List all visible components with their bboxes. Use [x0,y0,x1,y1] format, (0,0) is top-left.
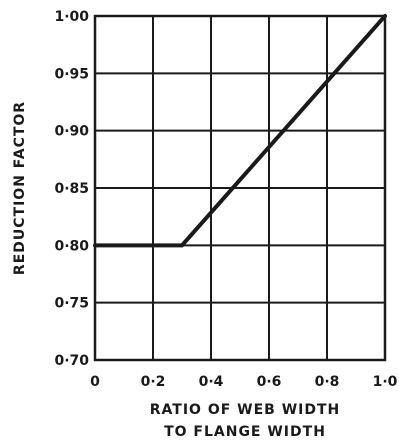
x-tick-label-3: 0·6 [257,374,282,390]
y-axis-ticks: 0·70 0·75 0·80 0·85 0·90 0·95 1·00 [54,9,89,369]
plot-frame [93,14,387,362]
y-tick-label-3: 0·85 [54,181,89,197]
y-tick-label-1: 0·75 [54,296,89,312]
x-tick-label-2: 0·4 [199,374,224,390]
x-tick-label-0: 0 [90,374,100,390]
series-line-0 [93,14,387,248]
x-tick-label-1: 0·2 [141,374,166,390]
y-tick-label-4: 0·90 [54,124,89,140]
y-axis-label: REDUCTION FACTOR [12,101,28,275]
x-axis-ticks: 0 0·2 0·4 0·6 0·8 1·0 [90,374,398,390]
x-tick-label-5: 1·0 [373,374,398,390]
x-tick-label-4: 0·8 [315,374,340,390]
y-tick-label-5: 0·95 [54,66,89,82]
y-tick-label-6: 1·00 [54,9,89,25]
x-axis-label-line-1: RATIO OF WEB WIDTH [150,402,341,418]
series-layer [93,14,387,248]
y-tick-label-0: 0·70 [54,353,89,369]
y-tick-label-2: 0·80 [54,238,89,254]
x-axis-label-line-2: TO FLANGE WIDTH [164,424,326,440]
